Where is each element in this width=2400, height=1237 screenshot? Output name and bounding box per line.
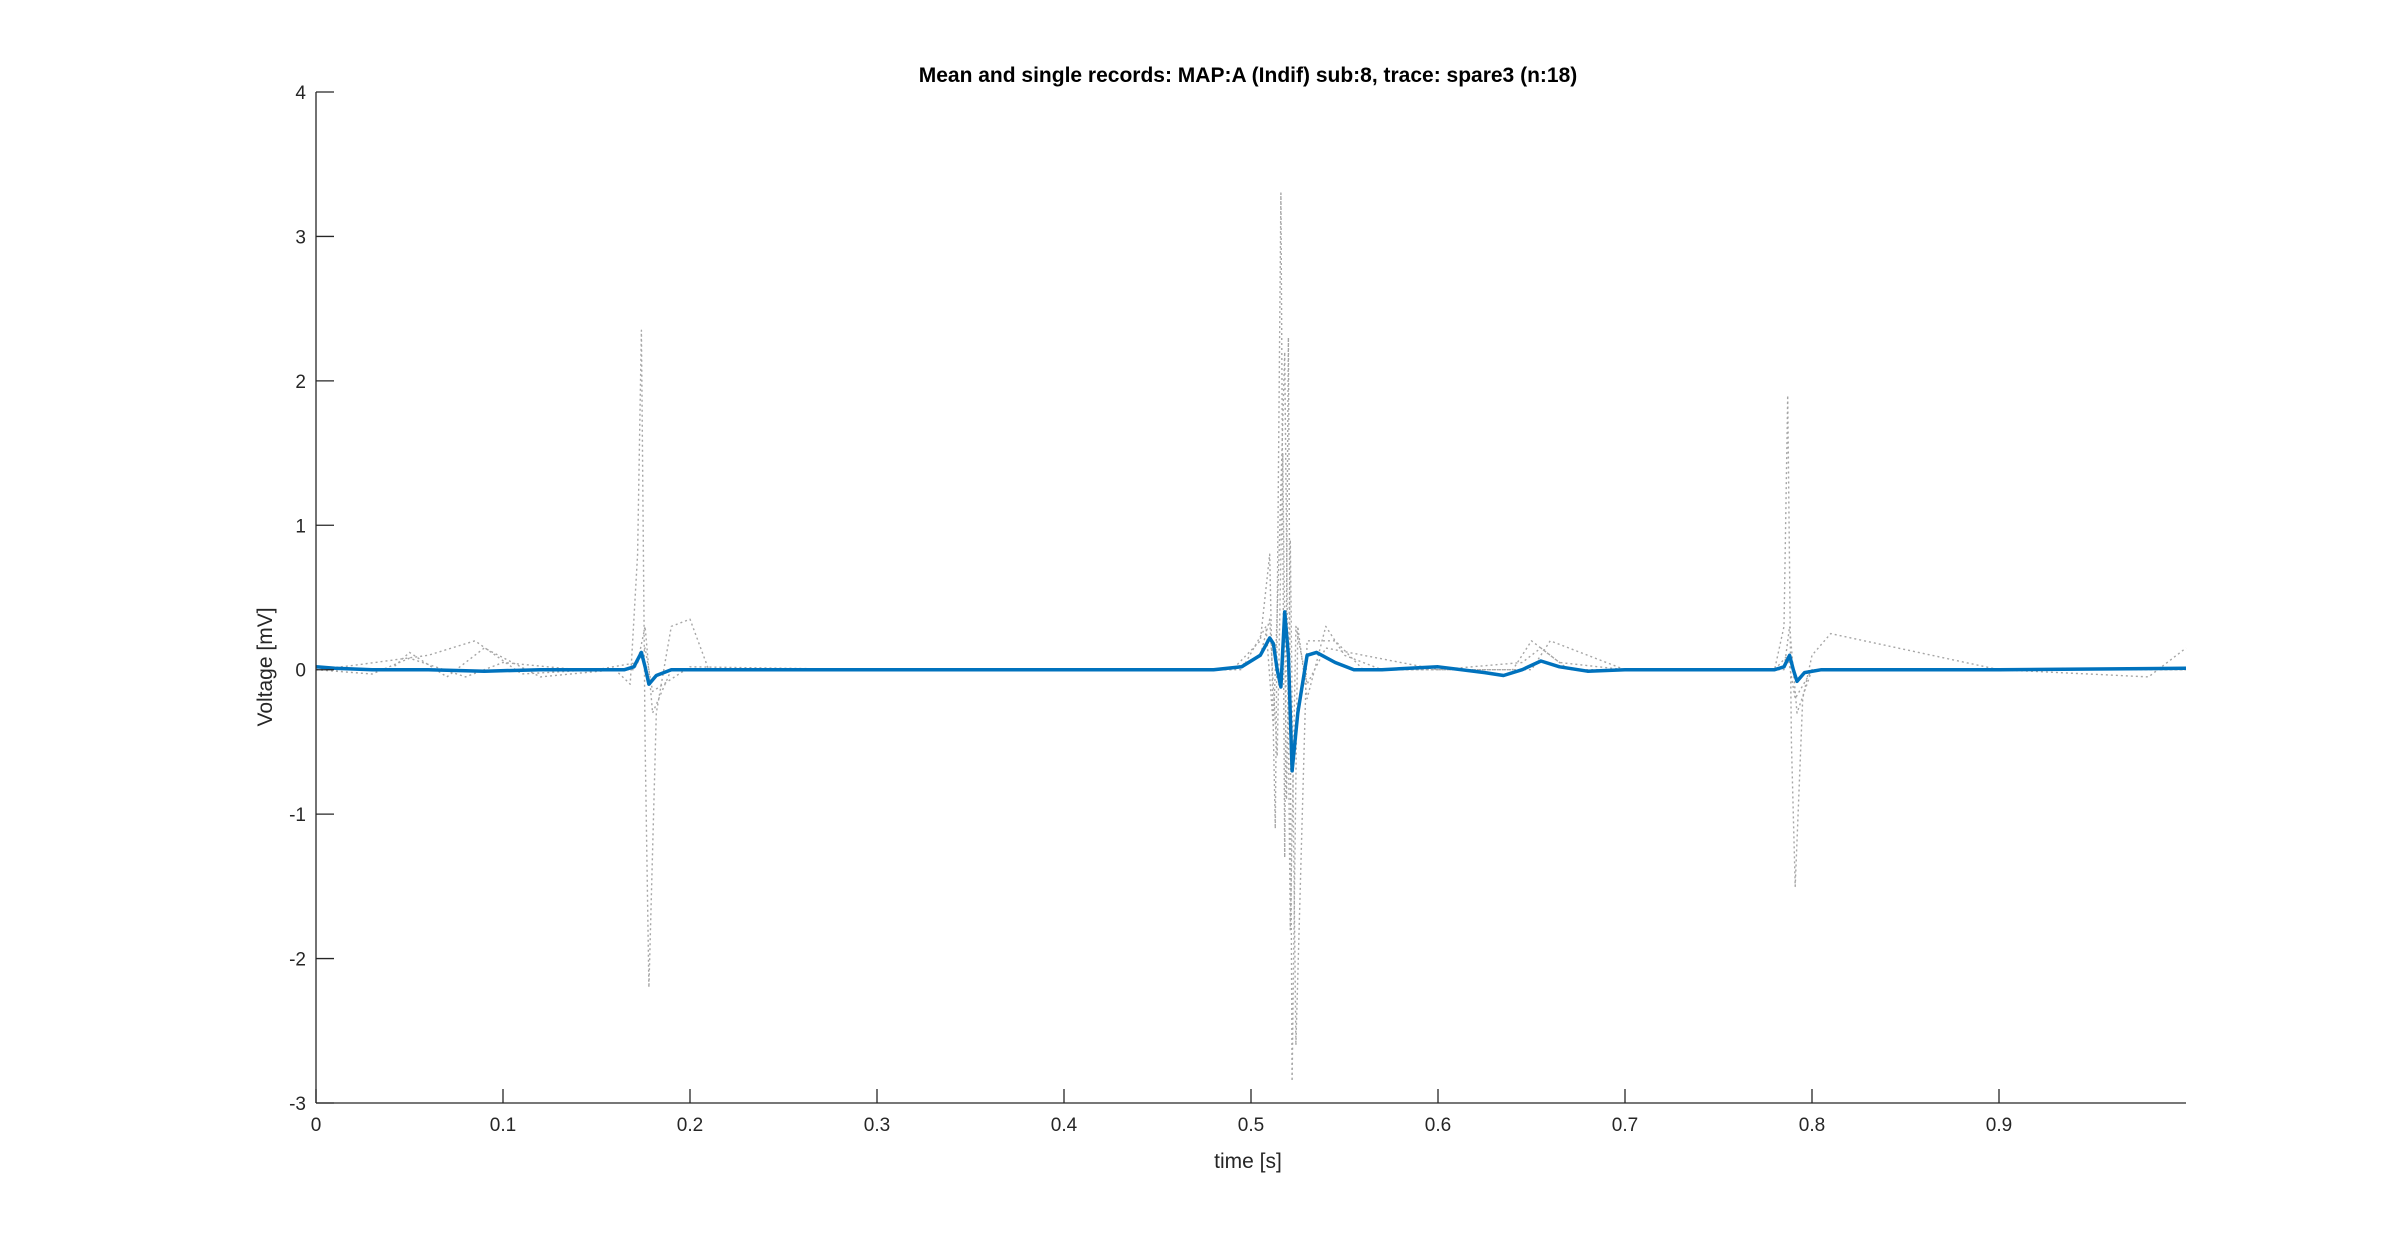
x-tick-label: 0.4 <box>1051 1115 1078 1136</box>
series-layer <box>315 192 2187 1083</box>
x-tick-label: 0 <box>311 1115 322 1136</box>
x-tick-label: 0.6 <box>1425 1115 1451 1136</box>
y-tick-label: 2 <box>295 372 306 393</box>
y-tick-label: 3 <box>295 227 306 248</box>
x-tick-label: 0.9 <box>1986 1115 2012 1136</box>
x-axis-label: time [s] <box>1214 1150 1282 1173</box>
y-tick-label: -1 <box>289 805 306 826</box>
y-tick-label: 4 <box>295 83 306 104</box>
y-tick-label: -2 <box>289 950 306 971</box>
mean-trace-line <box>315 610 2187 773</box>
x-tick-label: 0.5 <box>1238 1115 1264 1136</box>
y-tick-label: 0 <box>295 661 306 682</box>
chart-title: Mean and single records: MAP:A (Indif) s… <box>919 64 1578 87</box>
x-tick-label: 0.8 <box>1799 1115 1825 1136</box>
x-tick-label: 0.2 <box>677 1115 703 1136</box>
y-axis-label: Voltage [mV] <box>254 607 277 726</box>
x-tick-label: 0.3 <box>864 1115 890 1136</box>
y-tick-label: -3 <box>289 1094 306 1115</box>
x-tick-label: 0.7 <box>1612 1115 1638 1136</box>
x-tick-label: 0.1 <box>490 1115 516 1136</box>
y-tick-label: 1 <box>295 516 306 537</box>
axes-layer: 0 0.1 0.2 0.3 0.4 0.5 0.6 0.7 0.8 0.9 -3 -2 -1 0 1 2 3 4 <box>289 83 2186 1136</box>
